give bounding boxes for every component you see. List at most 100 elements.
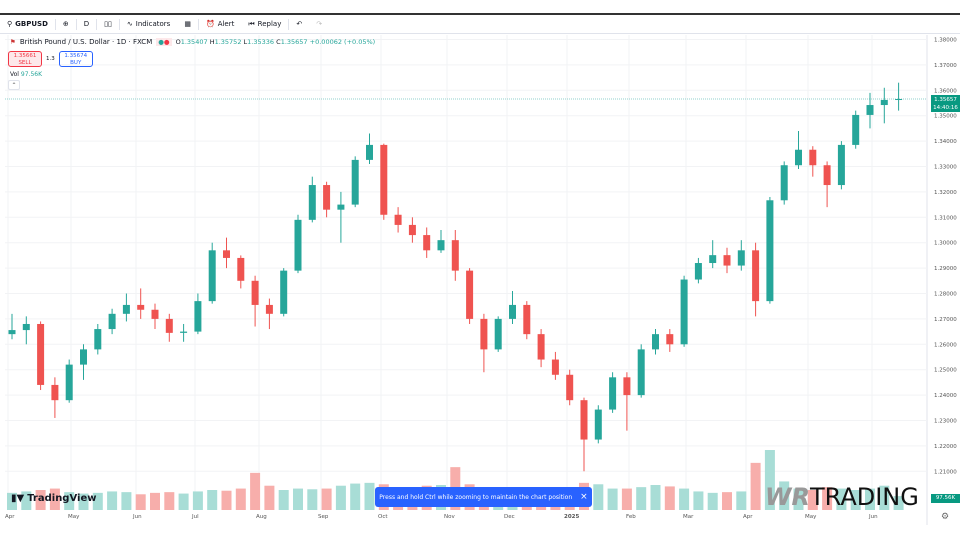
y-tick-label: 1.25000 <box>934 368 957 374</box>
candle-body <box>509 304 516 319</box>
candle-body <box>666 334 674 345</box>
x-tick-label: 2025 <box>564 514 580 520</box>
candle-body <box>394 214 402 225</box>
candle-body <box>337 204 345 210</box>
candle-body <box>523 304 531 335</box>
candle-body <box>294 219 302 271</box>
volume-bar <box>850 490 861 510</box>
y-tick-label: 1.36000 <box>934 88 957 94</box>
volume-bar <box>35 490 46 510</box>
volume-bar <box>865 488 875 510</box>
divider <box>54 18 56 30</box>
y-tick-label: 1.38000 <box>934 38 957 44</box>
volume-bar <box>78 493 89 510</box>
chart-type-button[interactable]: ▯▯ <box>97 15 119 33</box>
candle-body <box>866 105 874 115</box>
x-tick-label: Jun <box>133 514 142 520</box>
symbol-label: GBPUSD <box>15 20 48 28</box>
volume-bar <box>679 488 690 510</box>
candle-body <box>80 349 87 365</box>
candle-body <box>580 400 588 440</box>
candles-icon: ▯▯ <box>104 20 112 28</box>
alert-icon: ⏰ <box>205 20 215 28</box>
divider <box>197 18 199 30</box>
volume-bar <box>736 491 747 510</box>
toast-close-button[interactable]: × <box>580 492 588 502</box>
y-tick-label: 1.23000 <box>934 419 957 425</box>
candle-body <box>208 250 216 302</box>
collapse-legend-button[interactable]: ⌃ <box>8 80 20 90</box>
volume-bar <box>221 490 232 510</box>
candle-body <box>823 165 831 186</box>
compare-symbol-button[interactable]: ⊕ <box>56 15 76 33</box>
volume-bar <box>264 485 275 510</box>
indicators-button[interactable]: ∿ Indicators <box>120 15 177 33</box>
candle-body <box>466 270 474 319</box>
candle-body <box>809 149 817 166</box>
volume-legend: Vol 97.56K <box>10 71 43 78</box>
x-tick-label: Jun <box>869 514 878 520</box>
candle-body <box>94 329 102 350</box>
window-top-border <box>0 13 960 15</box>
redo-button[interactable]: ↷ <box>309 15 329 33</box>
indicators-icon: ∿ <box>126 20 133 28</box>
candle-body <box>895 99 903 101</box>
symbol-search-button[interactable]: ⚲ GBPUSD <box>0 15 55 33</box>
sell-button[interactable]: 1.35661 SELL <box>8 51 42 67</box>
undo-button[interactable]: ↶ <box>289 15 309 33</box>
replay-button[interactable]: ⏮ Replay <box>241 15 288 33</box>
layouts-button[interactable]: ▦ <box>177 15 198 33</box>
candle-body <box>237 257 245 281</box>
candle-body <box>265 304 273 314</box>
x-tick-label: Dec <box>504 514 515 520</box>
candle-body <box>852 114 860 145</box>
candle-body <box>551 359 559 375</box>
volume-bar <box>49 488 60 510</box>
candle-body <box>437 240 445 251</box>
volume-bar <box>879 485 890 510</box>
symbol-title: British Pound / U.S. Dollar · 1D · FXCM <box>19 38 153 46</box>
candle-body <box>165 318 173 333</box>
candle-body <box>108 313 116 330</box>
top-toolbar: ⚲ GBPUSD ⊕ D ▯▯ ∿ Indicators ▦ ⏰ Alert ⏮ Re… <box>0 15 960 34</box>
volume-bar <box>293 488 303 510</box>
volume-bar <box>607 488 618 510</box>
zoom-hint-toast: Press and hold Ctrl while zooming to mai… <box>375 487 592 507</box>
spread-value: 1.3 <box>46 56 55 62</box>
search-icon: ⚲ <box>7 20 13 28</box>
volume-bar <box>7 492 17 510</box>
y-tick-label: 1.32000 <box>934 190 957 196</box>
last-price-tag: 1.35657 14:40:16 <box>931 95 960 112</box>
candle-body <box>652 334 659 350</box>
volume-bar <box>750 462 761 510</box>
wr-trading-watermark: WRTRADING <box>765 483 919 511</box>
settings-icon[interactable]: ⚙ <box>941 512 950 522</box>
layouts-icon: ▦ <box>184 20 191 28</box>
volume-bar <box>335 485 346 510</box>
x-tick-label: May <box>68 514 80 520</box>
volume-bar <box>593 484 604 510</box>
x-tick-label: Jul <box>192 514 199 520</box>
divider <box>118 18 120 30</box>
buy-button[interactable]: 1.35674 BUY <box>58 51 93 67</box>
volume-bar <box>64 492 75 510</box>
x-tick-label: Apr <box>5 514 15 520</box>
candle-body <box>594 409 602 440</box>
chart-legend: ⚑ British Pound / U.S. Dollar · 1D · FXC… <box>10 38 375 46</box>
flag-icon: ⚑ <box>10 38 16 46</box>
candle-body <box>795 149 802 166</box>
candle-body <box>423 235 431 251</box>
y-tick-label: 1.30000 <box>934 241 957 247</box>
tradingview-logo[interactable]: ▮▼ TradingView <box>11 493 97 504</box>
volume-bar <box>135 494 146 510</box>
replay-label: Replay <box>257 20 282 28</box>
interval-button[interactable]: D <box>77 15 96 33</box>
alert-button[interactable]: ⏰ Alert <box>199 15 241 33</box>
candle-body <box>408 224 416 236</box>
candle-body <box>566 374 574 401</box>
y-tick-label: 1.21000 <box>934 469 957 475</box>
candle-body <box>451 240 459 271</box>
market-status-icon: ●● <box>156 38 172 46</box>
x-tick-label: Apr <box>743 514 753 520</box>
